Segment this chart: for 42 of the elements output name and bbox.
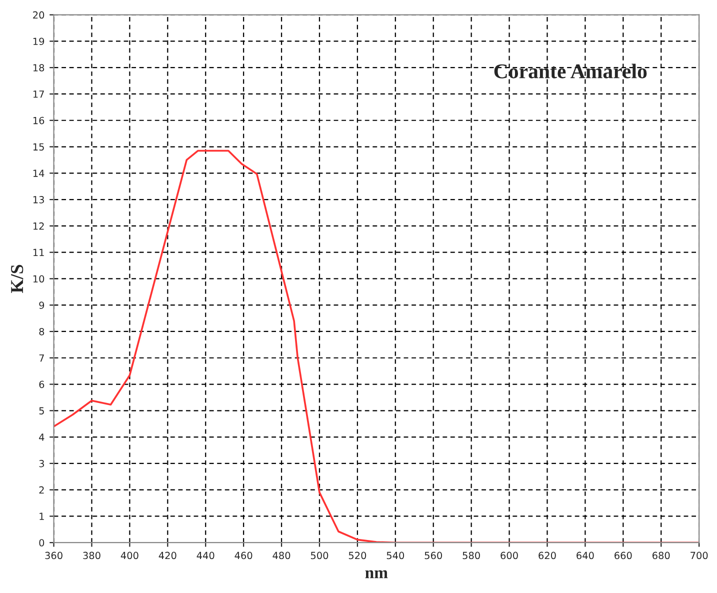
y-tick-label: 14 bbox=[33, 170, 44, 177]
x-tick-label: 520 bbox=[348, 552, 366, 560]
y-tick-label: 6 bbox=[39, 380, 44, 388]
x-tick-label: 480 bbox=[272, 552, 290, 560]
x-tick-label: 540 bbox=[386, 552, 404, 560]
y-tick-label: 0 bbox=[39, 539, 44, 546]
y-axis-title: K/S bbox=[11, 264, 24, 293]
y-tick-label: 20 bbox=[33, 11, 44, 19]
x-tick-label: 440 bbox=[196, 552, 214, 560]
y-tick-label: 8 bbox=[39, 328, 44, 336]
y-tick-label: 7 bbox=[39, 354, 44, 362]
x-tick-label: 620 bbox=[538, 552, 556, 560]
x-tick-label: 660 bbox=[614, 552, 632, 560]
y-tick-label: 9 bbox=[39, 302, 44, 309]
y-tick-label: 15 bbox=[33, 143, 44, 151]
x-tick-label: 680 bbox=[652, 552, 670, 560]
y-tick-label: 12 bbox=[33, 222, 44, 230]
x-tick-label: 420 bbox=[158, 552, 176, 560]
x-tick-label: 360 bbox=[45, 552, 62, 560]
y-tick-label: 3 bbox=[39, 460, 44, 468]
y-tick-label: 19 bbox=[33, 38, 44, 46]
y-tick-label: 1 bbox=[40, 512, 44, 520]
y-tick-label: 16 bbox=[33, 116, 44, 124]
x-tick-label: 400 bbox=[120, 552, 138, 560]
x-tick-label: 580 bbox=[462, 552, 480, 560]
y-tick-label: 4 bbox=[39, 434, 44, 441]
x-tick-label: 640 bbox=[576, 552, 594, 560]
x-tick-label: 700 bbox=[690, 552, 708, 560]
x-tick-label: 460 bbox=[234, 552, 252, 560]
x-tick-label: 560 bbox=[424, 552, 442, 560]
x-tick-label: 500 bbox=[310, 552, 328, 560]
x-axis-title: nm bbox=[365, 570, 388, 578]
y-tick-label: 5 bbox=[39, 407, 44, 414]
y-tick-label: 10 bbox=[33, 275, 44, 283]
x-tick-label: 380 bbox=[83, 552, 100, 560]
y-tick-label: 18 bbox=[33, 64, 44, 72]
y-tick-label: 17 bbox=[33, 90, 44, 98]
y-tick-label: 13 bbox=[33, 196, 44, 204]
x-tick-label: 600 bbox=[500, 552, 518, 560]
y-tick-label: 11 bbox=[33, 248, 44, 256]
annotation: Corante Amarelo bbox=[494, 64, 647, 78]
y-tick-label: 2 bbox=[39, 486, 44, 494]
